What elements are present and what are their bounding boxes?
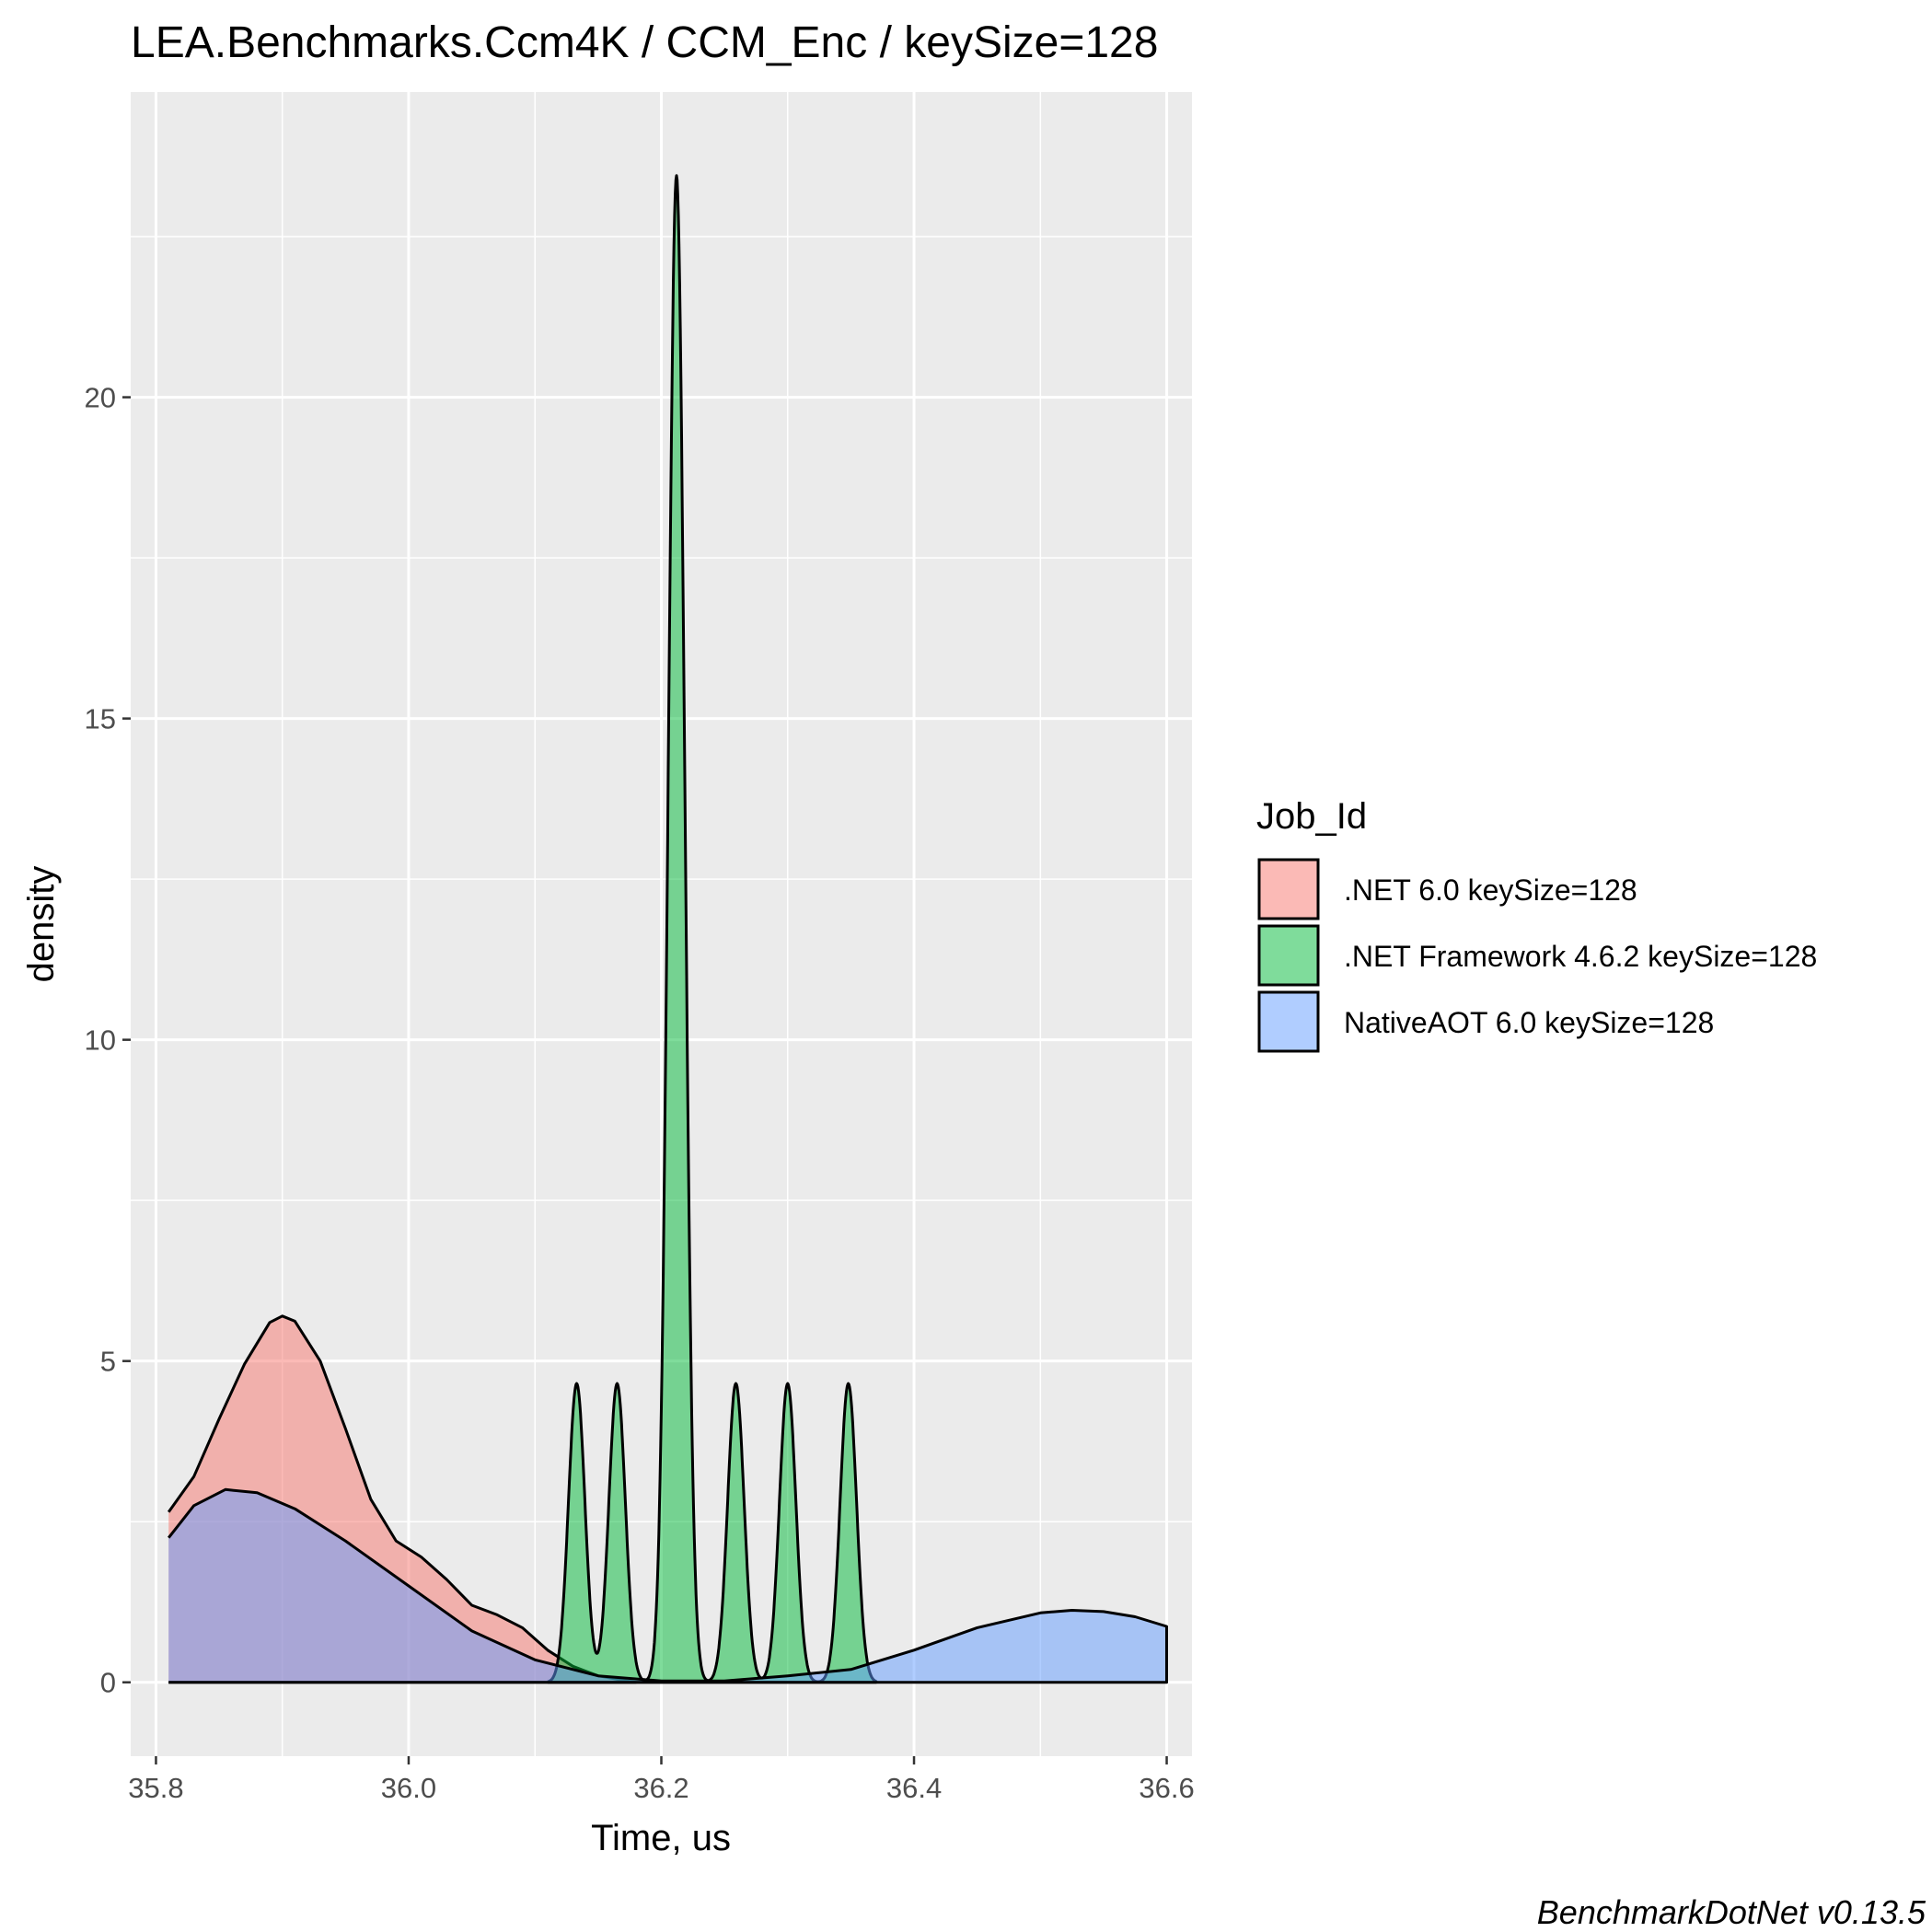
legend-swatch xyxy=(1257,990,1320,1053)
x-tick-label: 35.8 xyxy=(128,1772,183,1804)
x-tick-label: 36.0 xyxy=(381,1772,436,1804)
x-axis: 35.8 36.0 36.2 36.4 36.6 xyxy=(128,1756,1195,1804)
legend-label: NativeAOT 6.0 keySize=128 xyxy=(1344,1006,1714,1039)
y-tick-label: 10 xyxy=(85,1024,116,1057)
legend-label: .NET 6.0 keySize=128 xyxy=(1344,873,1637,907)
y-tick-label: 0 xyxy=(100,1667,116,1699)
y-axis: 0 5 10 15 20 xyxy=(85,382,131,1699)
density-areas xyxy=(167,174,1168,1684)
y-tick-label: 5 xyxy=(100,1346,116,1378)
x-axis-label: Time, us xyxy=(591,1818,731,1858)
x-tick-label: 36.4 xyxy=(886,1772,942,1804)
x-tick-label: 36.2 xyxy=(633,1772,688,1804)
y-axis-label: density xyxy=(21,866,62,983)
legend-swatch xyxy=(1257,924,1320,987)
density-outline-series-3 xyxy=(168,1487,1168,1684)
legend-swatch xyxy=(1257,858,1320,920)
legend-label: .NET Framework 4.6.2 keySize=128 xyxy=(1344,940,1817,973)
x-tick-label: 36.6 xyxy=(1139,1772,1194,1804)
legend-title: Job_Id xyxy=(1256,796,1367,837)
y-tick-label: 20 xyxy=(85,382,116,414)
y-tick-label: 15 xyxy=(85,703,116,735)
caption: BenchmarkDotNet v0.13.5 xyxy=(1537,1893,1926,1931)
chart-title: LEA.Benchmarks.Ccm4K / CCM_Enc / keySize… xyxy=(131,18,1158,67)
density-area-series-2 xyxy=(548,175,876,1683)
legend: .NET 6.0 keySize=128 .NET Framework 4.6.2… xyxy=(1257,858,1817,1053)
density-area-series-3 xyxy=(168,1489,1167,1683)
